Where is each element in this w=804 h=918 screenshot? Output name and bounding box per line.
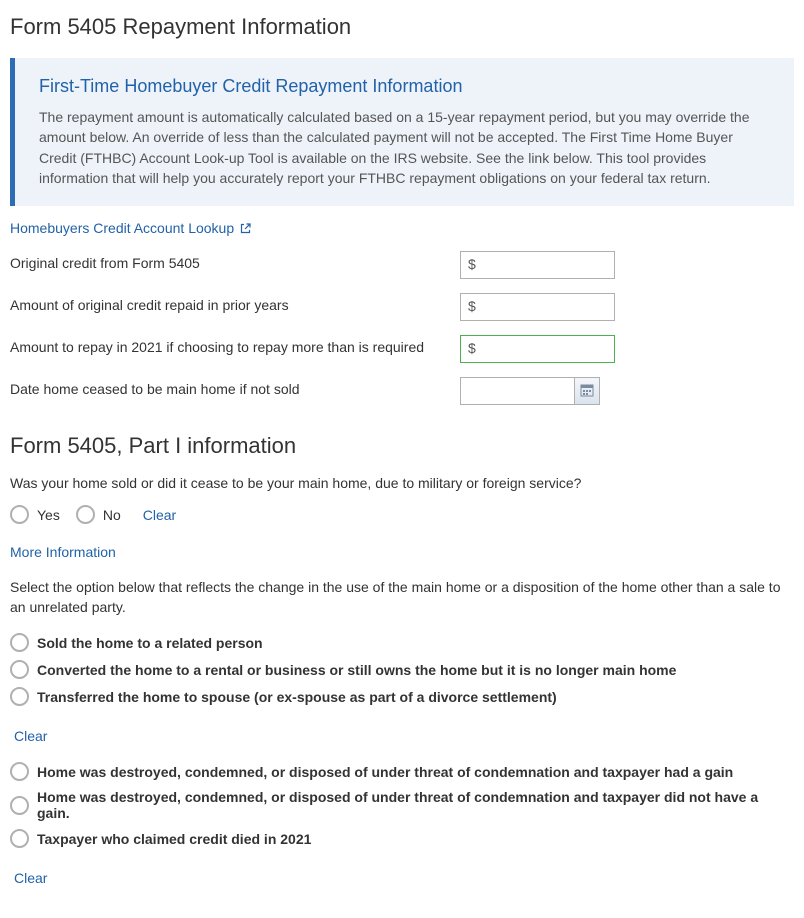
- group-b-radio-0[interactable]: [10, 762, 29, 781]
- q1-text: Was your home sold or did it cease to be…: [10, 475, 794, 491]
- q1-no-radio[interactable]: [76, 505, 95, 524]
- group-a-label-2: Transferred the home to spouse (or ex-sp…: [37, 689, 557, 705]
- q1-no-label: No: [103, 507, 121, 523]
- group-a-label-0: Sold the home to a related person: [37, 635, 263, 651]
- group-b-clear-link[interactable]: Clear: [14, 870, 47, 886]
- group-a-label-1: Converted the home to a rental or busine…: [37, 662, 676, 678]
- group-b-label-2: Taxpayer who claimed credit died in 2021: [37, 831, 311, 847]
- group-b-radio-1[interactable]: [10, 796, 29, 815]
- info-box: First-Time Homebuyer Credit Repayment In…: [10, 58, 794, 206]
- dollar-prefix: $: [468, 256, 476, 272]
- repaid-prior-label: Amount of original credit repaid in prio…: [10, 293, 460, 313]
- page-title: Form 5405 Repayment Information: [10, 14, 794, 40]
- group-b: Home was destroyed, condemned, or dispos…: [10, 762, 794, 848]
- group-b-radio-2[interactable]: [10, 829, 29, 848]
- more-info-link[interactable]: More Information: [10, 544, 116, 560]
- part1-title: Form 5405, Part I information: [10, 433, 794, 459]
- dollar-prefix: $: [468, 340, 476, 356]
- repay-2021-input[interactable]: [460, 335, 615, 363]
- date-ceased-row: Date home ceased to be main home if not …: [10, 377, 794, 405]
- group-b-label-1: Home was destroyed, condemned, or dispos…: [37, 789, 794, 821]
- q1-yes-label: Yes: [37, 507, 60, 523]
- external-link-icon: [240, 221, 251, 237]
- disposition-instruction: Select the option below that reflects th…: [10, 578, 794, 617]
- repay-2021-label: Amount to repay in 2021 if choosing to r…: [10, 335, 460, 355]
- date-ceased-input[interactable]: [460, 377, 575, 405]
- repaid-prior-row: Amount of original credit repaid in prio…: [10, 293, 794, 321]
- group-b-label-0: Home was destroyed, condemned, or dispos…: [37, 764, 733, 780]
- lookup-link-text: Homebuyers Credit Account Lookup: [10, 220, 234, 236]
- repaid-prior-input[interactable]: [460, 293, 615, 321]
- q1-clear-link[interactable]: Clear: [143, 507, 176, 523]
- dollar-prefix: $: [468, 298, 476, 314]
- group-a-radio-1[interactable]: [10, 660, 29, 679]
- group-a: Sold the home to a related person Conver…: [10, 633, 794, 706]
- q1-radio-row: Yes No Clear: [10, 505, 794, 524]
- info-box-body: The repayment amount is automatically ca…: [39, 107, 770, 188]
- info-box-title: First-Time Homebuyer Credit Repayment In…: [39, 76, 770, 97]
- date-ceased-label: Date home ceased to be main home if not …: [10, 377, 460, 397]
- original-credit-row: Original credit from Form 5405 $: [10, 251, 794, 279]
- original-credit-input[interactable]: [460, 251, 615, 279]
- group-a-clear-link[interactable]: Clear: [14, 728, 47, 744]
- q1-yes-radio[interactable]: [10, 505, 29, 524]
- original-credit-label: Original credit from Form 5405: [10, 251, 460, 271]
- repay-2021-row: Amount to repay in 2021 if choosing to r…: [10, 335, 794, 363]
- group-a-radio-2[interactable]: [10, 687, 29, 706]
- lookup-link[interactable]: Homebuyers Credit Account Lookup: [10, 220, 251, 236]
- calendar-button[interactable]: [574, 377, 600, 405]
- group-a-radio-0[interactable]: [10, 633, 29, 652]
- calendar-icon: [580, 383, 594, 400]
